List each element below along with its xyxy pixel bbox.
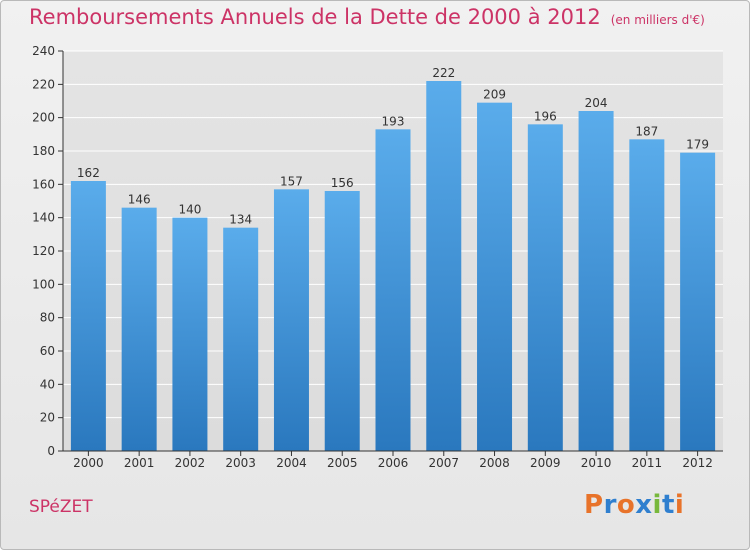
data-label: 162 (77, 166, 100, 180)
data-label: 156 (331, 176, 354, 190)
logo-letter: o (616, 490, 636, 520)
x-tick-label: 2000 (73, 456, 104, 470)
x-tick-label: 2001 (124, 456, 155, 470)
bar (172, 217, 208, 451)
y-tick-label: 180 (32, 144, 55, 158)
x-tick-label: 2004 (276, 456, 307, 470)
data-label: 134 (229, 213, 252, 227)
y-tick-label: 40 (40, 377, 55, 391)
x-tick-label: 2003 (225, 456, 256, 470)
y-tick-label: 20 (40, 411, 55, 425)
bar (527, 124, 563, 451)
data-label: 204 (585, 96, 608, 110)
y-tick-label: 240 (32, 44, 55, 58)
bar (680, 152, 716, 451)
logo-letter: x (635, 490, 653, 520)
x-tick-label: 2007 (428, 456, 459, 470)
logo-letter: i (674, 490, 685, 520)
y-tick-label: 200 (32, 111, 55, 125)
data-label: 146 (128, 193, 151, 207)
bar (273, 189, 309, 452)
data-label: 196 (534, 109, 557, 123)
data-label: 157 (280, 174, 303, 188)
logo-letter: i (652, 490, 662, 520)
bar (426, 81, 462, 451)
bar (70, 181, 106, 451)
bar (324, 191, 360, 451)
logo-letter: t (661, 490, 675, 520)
chart-title-text: Remboursements Annuels de la Dette de 20… (29, 5, 601, 29)
logo-letter: r (603, 490, 617, 520)
x-tick-label: 2006 (378, 456, 409, 470)
bar (223, 227, 259, 451)
y-tick-label: 100 (32, 277, 55, 291)
bar (121, 207, 157, 451)
data-label: 222 (432, 66, 455, 80)
x-tick-label: 2008 (479, 456, 510, 470)
x-tick-label: 2005 (327, 456, 358, 470)
y-tick-label: 60 (40, 344, 55, 358)
y-tick-label: 220 (32, 77, 55, 91)
data-label: 193 (382, 114, 405, 128)
x-tick-label: 2012 (682, 456, 713, 470)
data-label: 140 (178, 203, 201, 217)
proxiti-logo: Proxiti (584, 490, 684, 520)
data-label: 179 (686, 138, 709, 152)
x-tick-label: 2010 (581, 456, 612, 470)
unit-note: (en milliers d'€) (610, 13, 705, 27)
y-tick-label: 0 (47, 444, 55, 458)
data-label: 187 (635, 124, 658, 138)
x-tick-label: 2011 (632, 456, 663, 470)
x-tick-label: 2009 (530, 456, 561, 470)
y-tick-label: 120 (32, 244, 55, 258)
bar (578, 111, 614, 451)
chart-title: Remboursements Annuels de la Dette de 20… (29, 5, 705, 29)
y-tick-label: 80 (40, 311, 55, 325)
commune-name: SPéZET (29, 497, 93, 517)
data-label: 209 (483, 88, 506, 102)
y-tick-label: 140 (32, 211, 55, 225)
bar (477, 102, 513, 452)
y-tick-label: 160 (32, 177, 55, 191)
x-tick-label: 2002 (175, 456, 206, 470)
bar (375, 129, 411, 452)
bar (629, 139, 665, 452)
logo-letter: P (584, 490, 604, 520)
